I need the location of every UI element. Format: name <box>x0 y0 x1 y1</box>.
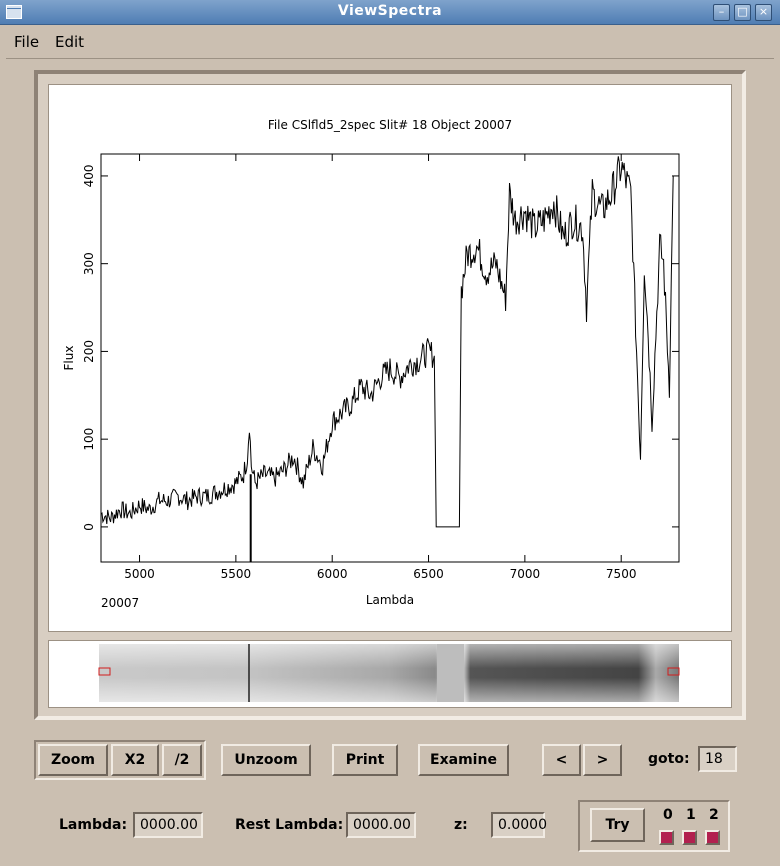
rest-lambda-field[interactable]: 0000.00 <box>346 812 416 838</box>
window-menu-icon[interactable] <box>6 5 22 19</box>
y-tick-label: 400 <box>82 164 96 187</box>
option-1-checkbox[interactable] <box>682 830 697 845</box>
chart-title: File CSlfld5_2spec Slit# 18 Object 20007 <box>268 118 512 132</box>
spectrum-plot[interactable]: File CSlfld5_2spec Slit# 18 Object 20007… <box>49 85 731 631</box>
close-icon[interactable]: × <box>755 4 772 21</box>
plot-frame <box>100 153 680 563</box>
zoom-group <box>34 740 206 780</box>
rest-lambda-label: Rest Lambda: <box>235 817 344 833</box>
maximize-icon[interactable]: □ <box>734 4 751 21</box>
strip-marker-right <box>667 667 680 676</box>
y-tick-label: 100 <box>82 428 96 451</box>
zoom-button[interactable]: Zoom <box>38 744 108 776</box>
x-tick-label: 5500 <box>221 567 252 581</box>
option-2-label: 2 <box>709 807 719 823</box>
strip-marker-left <box>98 667 111 676</box>
zoom-half-button[interactable]: /2 <box>162 744 202 776</box>
option-0-label: 0 <box>663 807 673 823</box>
z-field[interactable]: 0.0000 <box>491 812 547 838</box>
unzoom-button[interactable]: Unzoom <box>221 744 311 776</box>
option-0-checkbox[interactable] <box>659 830 674 845</box>
spectrum-line <box>100 156 674 528</box>
spectrum-2d-strip-panel[interactable] <box>48 640 732 708</box>
y-axis-label: Flux <box>62 346 76 371</box>
option-1-label: 1 <box>686 807 696 823</box>
lambda-label: Lambda: <box>59 817 128 833</box>
minimize-icon[interactable]: – <box>713 4 730 21</box>
menu-bar: File Edit <box>6 26 774 59</box>
next-slit-button[interactable]: > <box>583 744 622 776</box>
spectrum-plot-panel[interactable]: File CSlfld5_2spec Slit# 18 Object 20007… <box>48 84 732 632</box>
print-button[interactable]: Print <box>332 744 398 776</box>
x-tick-label: 7000 <box>510 567 541 581</box>
goto-label: goto: <box>648 751 690 767</box>
object-annotation: 20007 <box>101 596 139 610</box>
title-bar: ViewSpectra – □ × <box>0 0 780 25</box>
y-tick-label: 200 <box>82 340 96 363</box>
lambda-field[interactable]: 0000.00 <box>133 812 203 838</box>
try-button[interactable]: Try <box>590 808 645 842</box>
x-tick-label: 6500 <box>413 567 444 581</box>
window-title: ViewSpectra <box>337 3 443 19</box>
spectrum-2d-image[interactable] <box>49 641 731 707</box>
x-axis-ticks: 5000 5500 6000 6500 7000 7500 <box>124 154 636 581</box>
menu-file[interactable]: File <box>14 33 40 51</box>
x-axis-label: Lambda <box>366 593 414 607</box>
examine-button[interactable]: Examine <box>418 744 509 776</box>
menu-edit[interactable]: Edit <box>55 33 85 51</box>
goto-input[interactable]: 18 <box>698 746 737 772</box>
x-tick-label: 5000 <box>124 567 155 581</box>
z-label: z: <box>454 817 468 833</box>
x-tick-label: 7500 <box>606 567 637 581</box>
y-tick-label: 300 <box>82 252 96 275</box>
previous-slit-button[interactable]: < <box>542 744 581 776</box>
y-axis-ticks: 0 100 200 300 400 <box>82 164 679 531</box>
x-tick-label: 6000 <box>317 567 348 581</box>
option-2-checkbox[interactable] <box>705 830 720 845</box>
try-group <box>578 800 730 852</box>
zoom-x2-button[interactable]: X2 <box>111 744 159 776</box>
y-tick-label: 0 <box>82 523 96 531</box>
